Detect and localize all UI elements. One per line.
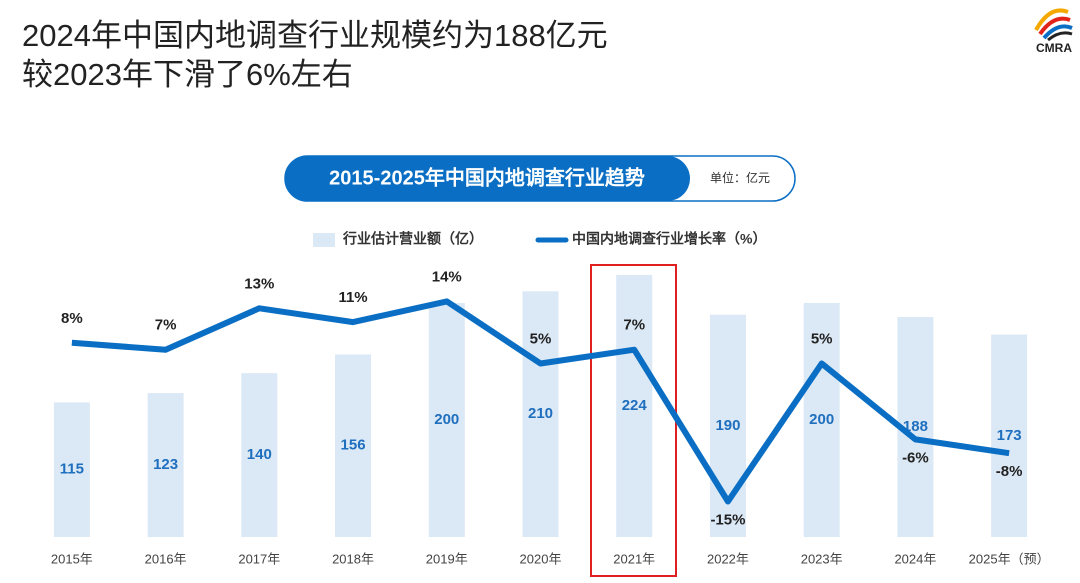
line-label: -15%	[710, 511, 745, 528]
x-tick-label: 2017年	[238, 551, 280, 566]
bar	[335, 354, 372, 537]
bar	[803, 303, 840, 537]
legend-label: 中国内地调查行业增长率（%）	[572, 231, 766, 247]
x-tick-label: 2023年	[801, 551, 843, 566]
bar-label: 123	[153, 456, 178, 473]
legend-label: 行业估计营业额（亿）	[342, 231, 483, 247]
logo-arc	[1042, 24, 1073, 40]
line-label: 5%	[811, 330, 833, 347]
bar-label: 200	[434, 411, 459, 428]
logo-arc	[1047, 31, 1073, 42]
line-label: 8%	[61, 310, 83, 327]
x-tick-label: 2019年	[426, 551, 468, 566]
bar	[53, 402, 90, 537]
title-pill	[285, 156, 690, 201]
logo-arc	[1038, 16, 1071, 36]
bar-label: 224	[622, 397, 648, 414]
headline: 较2023年下滑了6%左右	[22, 57, 353, 92]
bar	[428, 303, 465, 537]
bar	[241, 373, 278, 537]
line-label: 7%	[155, 317, 177, 334]
bar-label: 200	[809, 411, 834, 428]
x-tick-label: 2025年（预）	[969, 551, 1050, 566]
x-tick-label: 2022年	[707, 551, 749, 566]
bar-label: 210	[528, 405, 553, 422]
bar-label: 173	[997, 427, 1022, 444]
x-tick-label: 2016年	[145, 551, 187, 566]
line-label: 11%	[338, 289, 367, 306]
line-label: -8%	[996, 463, 1023, 480]
unit-label: 单位：亿元	[710, 170, 770, 185]
logo-arc	[1034, 8, 1069, 32]
bar	[522, 291, 559, 537]
chart-title: 2015-2025年中国内地调查行业趋势	[329, 165, 645, 189]
growth-line	[71, 298, 1010, 505]
bar-label: 140	[247, 446, 272, 463]
bar	[147, 393, 184, 537]
x-tick-label: 2021年	[613, 551, 655, 566]
line-label: -6%	[902, 449, 929, 466]
x-tick-label: 2020年	[520, 551, 562, 566]
x-tick-label: 2024年	[894, 551, 936, 566]
bar	[616, 274, 653, 537]
bar-label: 156	[341, 437, 366, 454]
line-label: 13%	[244, 275, 274, 292]
bar	[991, 334, 1028, 537]
line-label: 5%	[530, 330, 552, 347]
x-tick-label: 2015年	[51, 551, 93, 566]
bar-label: 115	[60, 461, 84, 478]
logo-text: CMRA	[1036, 41, 1072, 55]
line-label: 14%	[432, 268, 462, 285]
legend-swatch	[313, 233, 335, 247]
bar-label: 190	[715, 417, 740, 434]
line-label: 7%	[623, 317, 645, 334]
logo: CMRA	[1034, 8, 1073, 55]
x-tick-label: 2018年	[332, 551, 374, 566]
headline: 2024年中国内地调查行业规模约为188亿元	[22, 18, 608, 53]
